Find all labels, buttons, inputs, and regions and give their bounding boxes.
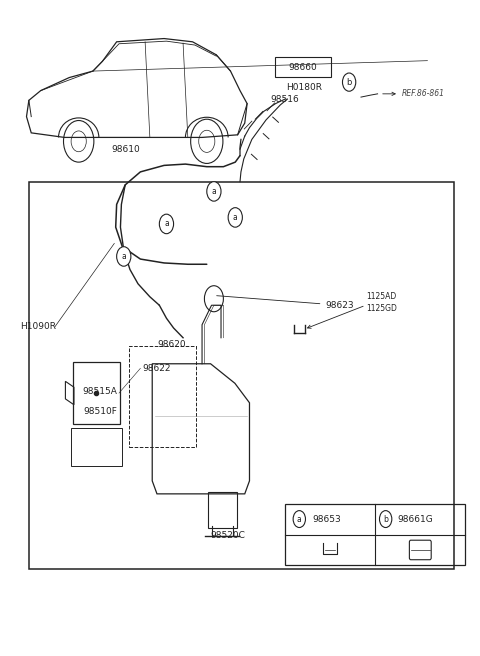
Circle shape	[207, 182, 221, 201]
Text: REF.86-861: REF.86-861	[401, 89, 444, 98]
Circle shape	[293, 510, 305, 527]
Text: a: a	[121, 252, 126, 261]
Text: 1125AD: 1125AD	[366, 293, 396, 301]
Text: 98653: 98653	[312, 514, 341, 523]
Text: 98610: 98610	[112, 144, 141, 154]
Circle shape	[342, 73, 356, 91]
Text: 98623: 98623	[216, 296, 354, 310]
Text: 98510F: 98510F	[83, 407, 117, 416]
Text: H1090R: H1090R	[20, 322, 56, 331]
Circle shape	[159, 214, 174, 234]
Text: H0180R: H0180R	[286, 83, 322, 92]
Text: 98520C: 98520C	[211, 531, 246, 540]
Circle shape	[117, 247, 131, 266]
Text: 98620: 98620	[157, 340, 185, 349]
Text: 98515A: 98515A	[83, 387, 118, 396]
Text: 98660: 98660	[289, 63, 317, 72]
Text: 98622: 98622	[143, 364, 171, 373]
Text: 1125GD: 1125GD	[366, 304, 396, 313]
Text: a: a	[164, 219, 169, 228]
Circle shape	[380, 510, 392, 527]
Text: b: b	[347, 77, 352, 87]
Circle shape	[228, 208, 242, 227]
Text: 98516: 98516	[271, 94, 300, 104]
Text: b: b	[383, 514, 388, 523]
Text: 98661G: 98661G	[397, 514, 433, 523]
Text: a: a	[233, 213, 238, 222]
Text: a: a	[212, 187, 216, 196]
Text: a: a	[297, 514, 302, 523]
